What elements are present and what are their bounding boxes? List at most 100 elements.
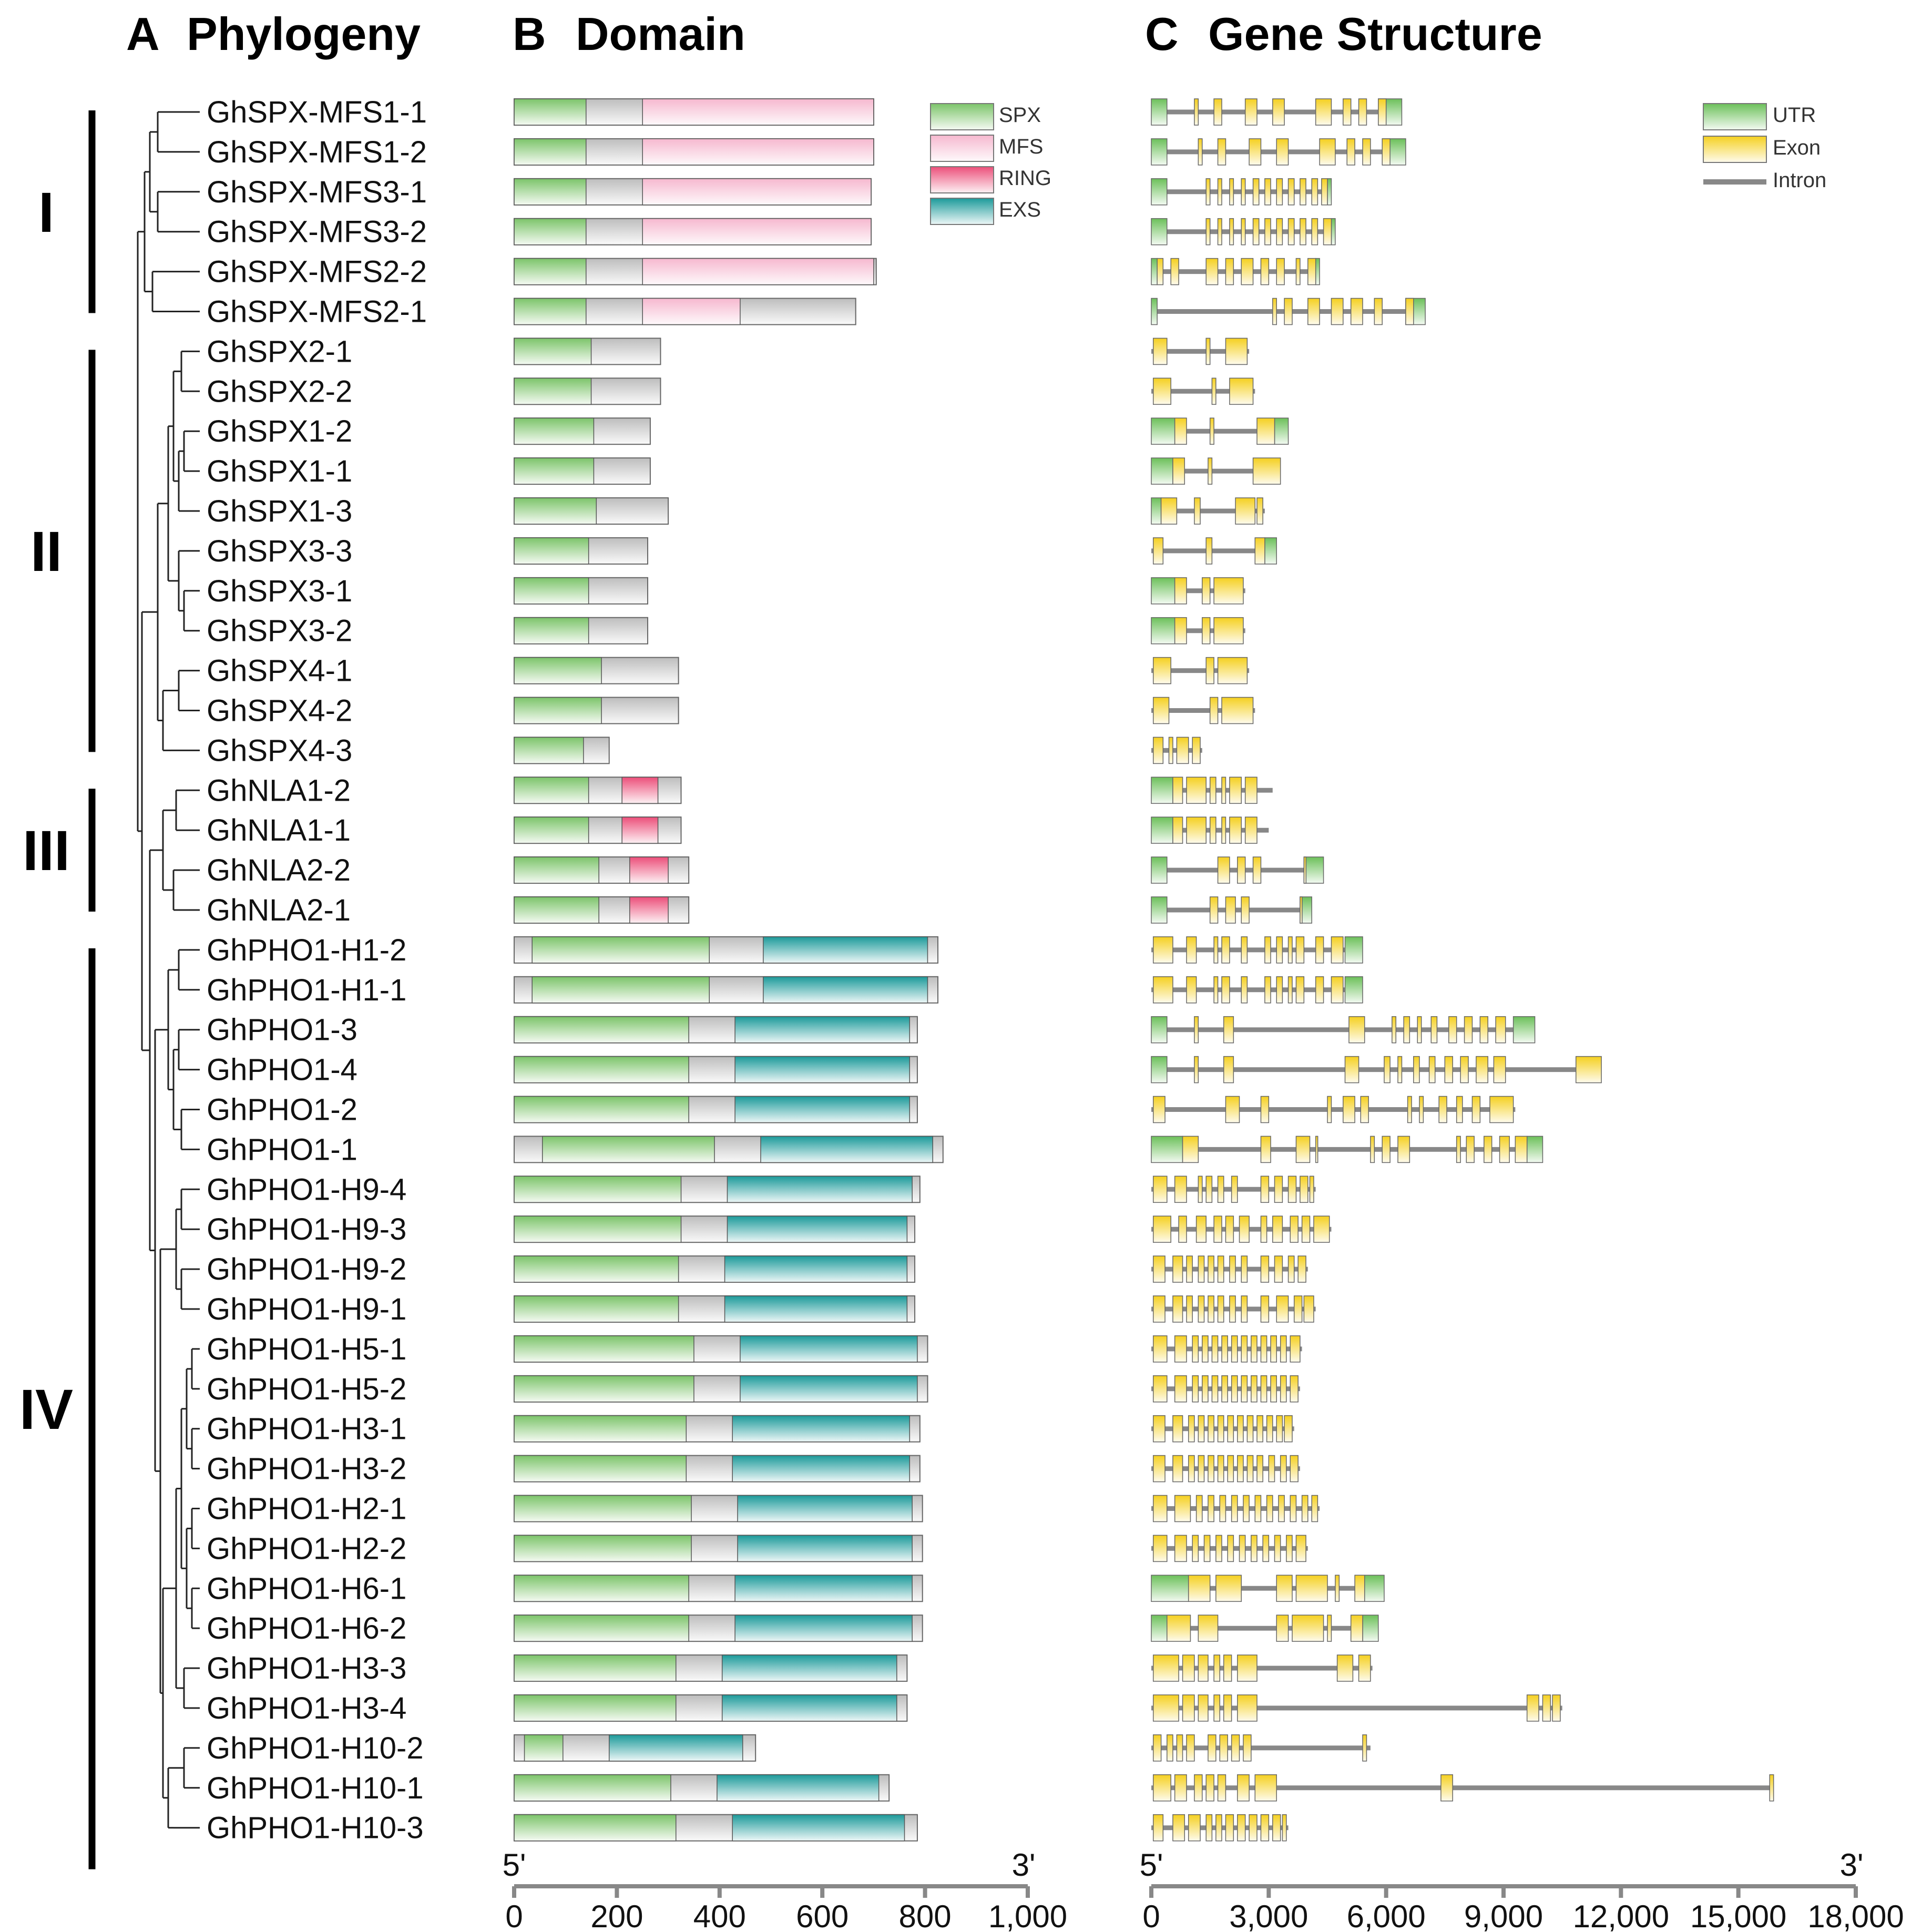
- exon: [1152, 537, 1164, 565]
- domain-spx: [514, 1215, 682, 1243]
- exon: [1229, 816, 1242, 844]
- exon: [1152, 1774, 1171, 1802]
- domain-exs: [724, 1295, 908, 1323]
- gene-label: GhSPX1-1: [207, 454, 352, 488]
- exon: [1276, 1295, 1289, 1323]
- exon: [1440, 1774, 1453, 1802]
- exon: [1223, 1056, 1234, 1083]
- domain-row: [514, 896, 690, 924]
- clade-label: IV: [19, 1377, 73, 1441]
- gene-label: GhNLA1-1: [207, 813, 351, 847]
- exon: [1287, 936, 1293, 964]
- exon: [1358, 98, 1367, 126]
- domain-row: [514, 1654, 908, 1682]
- gene-label: GhSPX2-2: [207, 374, 352, 408]
- exon: [1495, 1016, 1506, 1044]
- utr-5: [1151, 896, 1168, 924]
- exon: [1198, 138, 1203, 166]
- exon: [1237, 1455, 1244, 1483]
- domain-exs: [740, 1375, 918, 1403]
- exon: [1205, 178, 1211, 206]
- utr-5: [1151, 617, 1175, 645]
- domain-spx: [514, 1255, 679, 1283]
- gene-structure-row: [1151, 737, 1202, 764]
- domain-row: [514, 1375, 928, 1403]
- exon: [1237, 1774, 1250, 1802]
- exon: [1152, 1335, 1168, 1363]
- gene-label: GhPHO1-2: [207, 1093, 357, 1127]
- domain-row: [514, 697, 679, 724]
- exon: [1213, 98, 1222, 126]
- utr-5: [1151, 577, 1175, 605]
- exon: [1213, 1654, 1221, 1682]
- exon: [1174, 1375, 1187, 1403]
- exon: [1176, 737, 1189, 764]
- domain-exs: [727, 1175, 913, 1203]
- exon: [1460, 1056, 1469, 1083]
- axis: 0 3,000 6,000 9,000 12,000 15,000 18,000 5' 3': [1140, 1847, 1904, 1932]
- exon: [1152, 1255, 1166, 1283]
- gene-label: GhPHO1-H10-1: [207, 1771, 424, 1805]
- utr-3: [1327, 178, 1332, 206]
- exon: [1192, 1535, 1199, 1562]
- exon: [1208, 1415, 1214, 1443]
- exon: [1301, 1215, 1311, 1243]
- domain-row: [514, 1495, 923, 1522]
- domain-row: [514, 936, 939, 964]
- exon: [1301, 1495, 1309, 1522]
- gene-structure-row: [1151, 1535, 1308, 1562]
- exon: [1241, 218, 1246, 246]
- exon: [1241, 1335, 1248, 1363]
- exon: [1186, 976, 1197, 1004]
- exon: [1397, 1056, 1403, 1083]
- domain-exs: [763, 936, 928, 964]
- exon: [1260, 1215, 1267, 1243]
- exon: [1225, 1814, 1234, 1842]
- exon: [1198, 1614, 1219, 1642]
- gene-structure-row: [1151, 98, 1403, 126]
- exon: [1276, 976, 1283, 1004]
- exon: [1198, 1255, 1205, 1283]
- panel-b-letter: B: [513, 8, 546, 60]
- exon: [1343, 1096, 1355, 1123]
- exon: [1244, 816, 1258, 844]
- exon: [1290, 1495, 1297, 1522]
- domain-mfs: [642, 178, 872, 206]
- exon: [1237, 1415, 1244, 1443]
- exon: [1311, 1495, 1318, 1522]
- exon: [1769, 1774, 1774, 1802]
- scale-axes: 0 200 400 600 800 1,000 5' 3' 0 3,000 6,000 9,000 12…: [503, 1847, 1904, 1932]
- utr-5: [1151, 1136, 1183, 1163]
- domain-spx: [514, 1495, 692, 1522]
- domain-spx: [514, 377, 592, 405]
- exon: [1290, 1375, 1299, 1403]
- gene-structure-row: [1151, 856, 1324, 884]
- utr-5: [1151, 776, 1173, 804]
- exon: [1241, 1375, 1248, 1403]
- exon: [1225, 1096, 1240, 1123]
- exon: [1323, 218, 1332, 246]
- legend-label: MFS: [999, 135, 1043, 158]
- domain-row: [514, 577, 649, 605]
- domain-row: [514, 138, 874, 166]
- panel-c-letter: C: [1145, 8, 1179, 60]
- exon: [1223, 1694, 1232, 1722]
- exon: [1215, 1535, 1222, 1562]
- domain-spx: [514, 1575, 689, 1602]
- exon: [1172, 1814, 1185, 1842]
- exon: [1225, 1215, 1234, 1243]
- exon: [1270, 1375, 1277, 1403]
- gene-label: GhPHO1-H1-1: [207, 973, 406, 1007]
- gene-structure-row: [1151, 298, 1426, 325]
- gene-label: GhSPX4-3: [207, 733, 352, 768]
- domain-spx: [514, 1096, 689, 1123]
- gene-label: GhNLA2-1: [207, 893, 351, 927]
- axis-end-3: 3': [1840, 1847, 1864, 1883]
- exon: [1152, 1455, 1166, 1483]
- exon: [1256, 1455, 1263, 1483]
- gene-structure-row: [1151, 1096, 1516, 1123]
- exon: [1370, 1136, 1375, 1163]
- domain-row: [514, 1136, 944, 1163]
- gene-structure-row: [1151, 1016, 1536, 1044]
